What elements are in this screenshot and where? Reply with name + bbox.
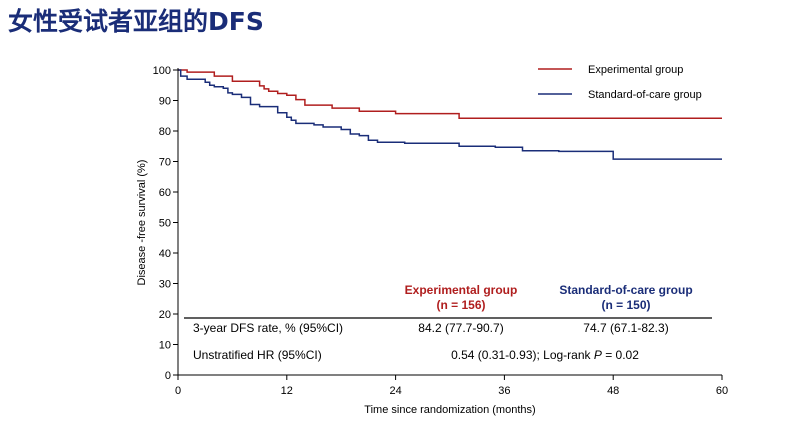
y-tick-label: 40	[159, 248, 171, 260]
table-header-experimental: Experimental group	[405, 283, 518, 297]
legend: Experimental group Standard-of-care group	[538, 64, 702, 101]
y-tick-label: 50	[159, 218, 171, 230]
table-row-label: 3-year DFS rate, % (95%CI)	[193, 321, 343, 335]
summary-table: Experimental group(n = 156) Standard-of-c…	[184, 283, 712, 362]
x-tick-label: 36	[498, 385, 510, 397]
table-header-standard-n: (n = 150)	[601, 298, 650, 312]
y-tick-label: 100	[153, 65, 171, 77]
x-tick-label: 48	[607, 385, 619, 397]
y-tick-label: 70	[159, 157, 171, 169]
series-line-experimental	[178, 69, 722, 119]
y-tick-label: 90	[159, 96, 171, 108]
table-cell: 74.7 (67.1-82.3)	[583, 321, 668, 335]
page-title: 女性受试者亚组的DFS	[8, 7, 264, 36]
x-tick-label: 60	[716, 385, 728, 397]
y-tick-label: 80	[159, 126, 171, 138]
table-row-label: Unstratified HR (95%CI)	[193, 348, 322, 362]
x-axis-title: Time since randomization (months)	[364, 404, 535, 416]
series-line-standard-of-care	[178, 69, 722, 160]
x-tick-label: 12	[281, 385, 293, 397]
table-cell-hr-logrank: 0.54 (0.31-0.93); Log-rank P = 0.02	[451, 348, 639, 362]
y-tick-label: 0	[165, 370, 171, 382]
x-tick-label: 0	[175, 385, 181, 397]
table-cell: 84.2 (77.7-90.7)	[418, 321, 503, 335]
y-axis-title: Disease -free survival (%)	[136, 160, 148, 286]
x-tick-label: 24	[389, 385, 401, 397]
table-header-experimental-n: (n = 156)	[436, 298, 485, 312]
y-tick-label: 60	[159, 187, 171, 199]
y-tick-label: 20	[159, 309, 171, 321]
table-header-standard: Standard-of-care group	[559, 283, 692, 297]
legend-label: Standard-of-care group	[588, 89, 702, 101]
y-tick-label: 30	[159, 279, 171, 291]
survival-curves	[178, 69, 722, 160]
y-tick-label: 10	[159, 340, 171, 352]
legend-label: Experimental group	[588, 64, 683, 76]
axes: 0 10 20 30 40 50 60 70 80 90 100 0 12 24 36 48 60 Time si…	[136, 65, 728, 416]
